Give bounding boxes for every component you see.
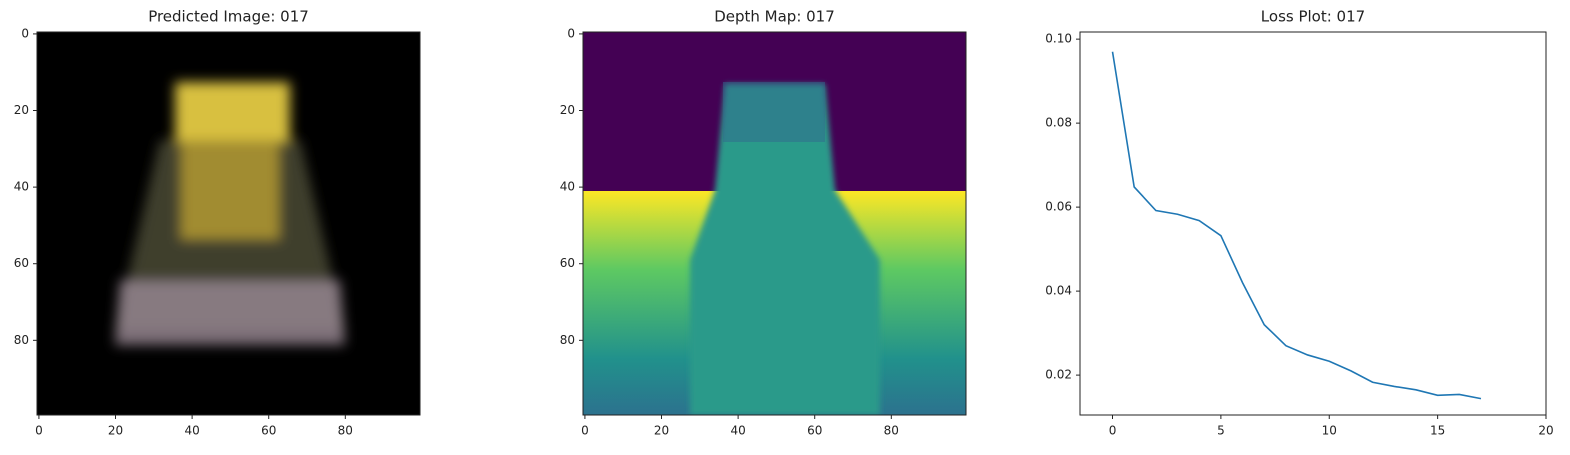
x-tick-label: 0 (581, 424, 589, 438)
y-tick-label: 0.08 (1045, 116, 1072, 130)
y-tick-label: 60 (14, 256, 29, 270)
chart-title: Depth Map: 017 (714, 8, 835, 26)
chart-title: Loss Plot: 017 (1261, 8, 1365, 26)
x-tick-label: 20 (108, 424, 123, 438)
y-tick-label: 40 (14, 180, 29, 194)
x-tick-label: 0 (35, 424, 43, 438)
y-tick-label: 0.10 (1045, 32, 1072, 46)
y-tick-label: 0.06 (1045, 200, 1072, 214)
x-tick-label: 15 (1430, 424, 1445, 438)
y-tick-label: 80 (14, 333, 29, 347)
x-tick-label: 5 (1217, 424, 1225, 438)
x-tick-label: 20 (654, 424, 669, 438)
axes-frame (36, 31, 421, 416)
loss-line (1111, 51, 1482, 400)
y-tick-label: 0.02 (1045, 368, 1072, 382)
predicted-image (37, 32, 420, 415)
y-tick-label: 20 (560, 103, 575, 117)
y-tick-label: 0 (21, 26, 29, 40)
y-tick-label: 60 (560, 256, 575, 270)
y-tick-label: 80 (560, 333, 575, 347)
x-tick-label: 60 (261, 424, 276, 438)
x-tick-label: 40 (730, 424, 745, 438)
y-tick-label: 0 (567, 26, 575, 40)
x-tick-label: 10 (1322, 424, 1337, 438)
x-tick-label: 80 (884, 424, 899, 438)
y-tick-label: 40 (560, 180, 575, 194)
x-tick-label: 0 (1109, 424, 1117, 438)
x-tick-label: 20 (1538, 424, 1553, 438)
x-tick-label: 40 (184, 424, 199, 438)
chart-title: Predicted Image: 017 (148, 8, 309, 26)
y-tick-label: 0.04 (1045, 284, 1072, 298)
depth-map-image (583, 32, 966, 415)
axes-frame (1079, 31, 1547, 416)
y-tick-label: 20 (14, 103, 29, 117)
axes-frame (582, 31, 967, 416)
x-tick-label: 60 (807, 424, 822, 438)
x-tick-label: 80 (338, 424, 353, 438)
